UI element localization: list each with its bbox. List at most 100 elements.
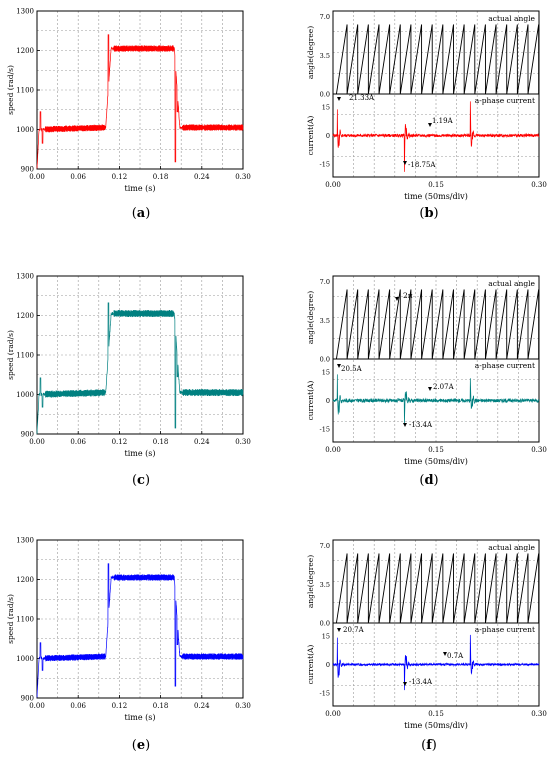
current-marker	[483, 663, 485, 666]
y-tick-label: 1300	[16, 8, 34, 16]
y-tick-label-angle: 3.5	[320, 52, 330, 60]
current-marker	[503, 134, 506, 137]
y-tick-label: 900	[21, 431, 34, 439]
annotation-arrow	[403, 161, 407, 165]
x-axis-label: time (50ms/div)	[404, 457, 468, 466]
current-marker	[380, 399, 382, 402]
x-tick-label: 0.30	[531, 710, 547, 718]
current-marker	[380, 134, 382, 137]
panel-title-angle: actual angle	[488, 279, 535, 288]
panel-title-angle: actual angle	[488, 543, 535, 552]
x-tick-label: 0.12	[112, 173, 128, 181]
y-axis-label-current: current(A)	[306, 116, 315, 156]
current-marker	[407, 399, 410, 402]
current-marker	[455, 134, 458, 137]
x-tick-label: 0.18	[153, 438, 169, 446]
y-tick-label-current: 15	[322, 633, 330, 641]
current-marker	[531, 399, 534, 402]
y-tick-label-current: 0	[326, 397, 330, 405]
caption-c: (c)	[131, 473, 151, 488]
y-axis-label-angle: angle(degree)	[306, 26, 315, 79]
x-tick-label: 0.00	[29, 173, 45, 181]
x-axis-label: time (s)	[125, 713, 156, 722]
current-marker	[393, 663, 396, 666]
current-marker	[503, 399, 506, 402]
y-tick-label-current: -15	[320, 160, 330, 168]
annotation-arrow	[337, 97, 341, 101]
speed-series-line	[36, 302, 244, 435]
current-marker	[421, 134, 424, 137]
current-marker	[380, 663, 382, 666]
angle-series-line	[333, 553, 540, 624]
y-tick-label-angle: 0.0	[320, 356, 330, 364]
current-marker	[366, 663, 369, 666]
caption-f: (f)	[421, 738, 437, 753]
caption-e: (e)	[131, 738, 151, 753]
angle-series-line	[333, 289, 540, 360]
current-marker	[483, 399, 485, 402]
current-marker	[387, 134, 389, 137]
y-tick-label-current: 15	[322, 104, 330, 112]
annotation-label: -13.4A	[409, 421, 433, 429]
current-marker	[441, 399, 444, 402]
annotation-label: 2π	[403, 291, 413, 300]
current-marker	[496, 663, 499, 666]
current-marker	[469, 134, 472, 137]
angle-series-line	[333, 24, 540, 95]
current-marker	[476, 663, 479, 666]
x-tick-label: 0.30	[235, 438, 251, 446]
annotation-arrow	[337, 628, 341, 632]
current-marker	[387, 399, 389, 402]
y-tick-label: 1200	[16, 312, 34, 320]
annotation-arrow	[403, 682, 407, 686]
current-marker	[531, 134, 534, 137]
current-marker	[448, 663, 451, 666]
caption-d: (d)	[419, 473, 439, 488]
x-tick-label: 0.06	[70, 438, 86, 446]
y-tick-label-current: -15	[320, 425, 330, 433]
current-marker	[345, 399, 348, 402]
x-tick-label: 0.30	[531, 446, 547, 454]
current-marker	[448, 399, 451, 402]
annotation-arrow	[395, 297, 399, 301]
annotation-label: -13.4A	[409, 678, 433, 686]
current-marker	[490, 663, 492, 666]
annotation-label: -18.75A	[408, 161, 436, 169]
annotation-arrow	[428, 123, 432, 127]
y-tick-label: 900	[21, 166, 34, 174]
current-marker	[400, 399, 403, 402]
y-tick-label: 1000	[16, 391, 34, 399]
current-marker	[524, 134, 527, 137]
current-marker	[414, 399, 417, 402]
current-marker	[421, 663, 424, 666]
current-marker	[435, 663, 437, 666]
x-tick-label: 0.00	[325, 181, 341, 189]
x-axis-label: time (50ms/div)	[404, 721, 468, 730]
current-marker	[476, 399, 479, 402]
annotation-arrow	[337, 364, 341, 368]
current-marker	[428, 663, 431, 666]
current-marker	[435, 399, 437, 402]
current-marker	[400, 663, 403, 666]
y-tick-label-angle: 0.0	[320, 91, 330, 99]
y-tick-label-angle: 0.0	[320, 620, 330, 628]
current-marker	[393, 399, 396, 402]
x-tick-label: 0.18	[153, 702, 169, 710]
panel-title-current: a-phase current	[475, 361, 535, 370]
x-tick-label: 0.06	[70, 702, 86, 710]
x-tick-label: 0.30	[531, 181, 547, 189]
current-marker	[428, 134, 431, 137]
x-tick-label: 0.24	[194, 173, 210, 181]
y-tick-label: 1300	[16, 537, 34, 545]
current-marker	[352, 663, 355, 666]
annotation-label: 1.19A	[432, 117, 454, 125]
current-marker	[510, 399, 513, 402]
current-marker	[428, 399, 431, 402]
current-marker	[483, 134, 485, 137]
x-tick-label: 0.00	[325, 710, 341, 718]
current-marker	[462, 399, 465, 402]
current-marker	[359, 663, 362, 666]
current-marker	[462, 663, 465, 666]
